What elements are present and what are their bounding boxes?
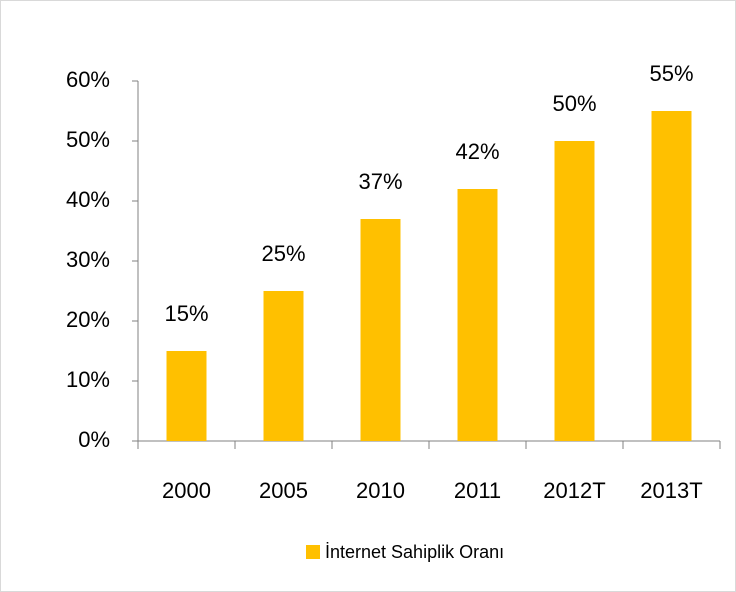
data-label: 50% — [552, 91, 596, 116]
x-tick-label: 2000 — [162, 478, 211, 503]
bar — [166, 351, 207, 441]
bar — [457, 189, 498, 441]
y-tick-label: 30% — [66, 247, 110, 272]
data-label: 15% — [164, 301, 208, 326]
y-tick-label: 60% — [66, 67, 110, 92]
y-tick-label: 0% — [78, 427, 110, 452]
x-tick-label: 2005 — [259, 478, 308, 503]
x-tick-label: 2013T — [640, 478, 702, 503]
data-label: 55% — [649, 61, 693, 86]
data-label: 25% — [261, 241, 305, 266]
bar — [554, 141, 595, 441]
data-label: 37% — [358, 169, 402, 194]
y-tick-label: 40% — [66, 187, 110, 212]
legend-swatch — [306, 545, 320, 559]
bar — [360, 219, 401, 441]
bar — [263, 291, 304, 441]
y-tick-label: 10% — [66, 367, 110, 392]
bar — [651, 111, 692, 441]
x-tick-label: 2011 — [454, 478, 501, 503]
y-tick-label: 20% — [66, 307, 110, 332]
legend-text: İnternet Sahiplik Oranı — [325, 542, 504, 562]
y-tick-label: 50% — [66, 127, 110, 152]
data-label: 42% — [455, 139, 499, 164]
x-tick-label: 2010 — [356, 478, 405, 503]
x-tick-label: 2012T — [543, 478, 605, 503]
